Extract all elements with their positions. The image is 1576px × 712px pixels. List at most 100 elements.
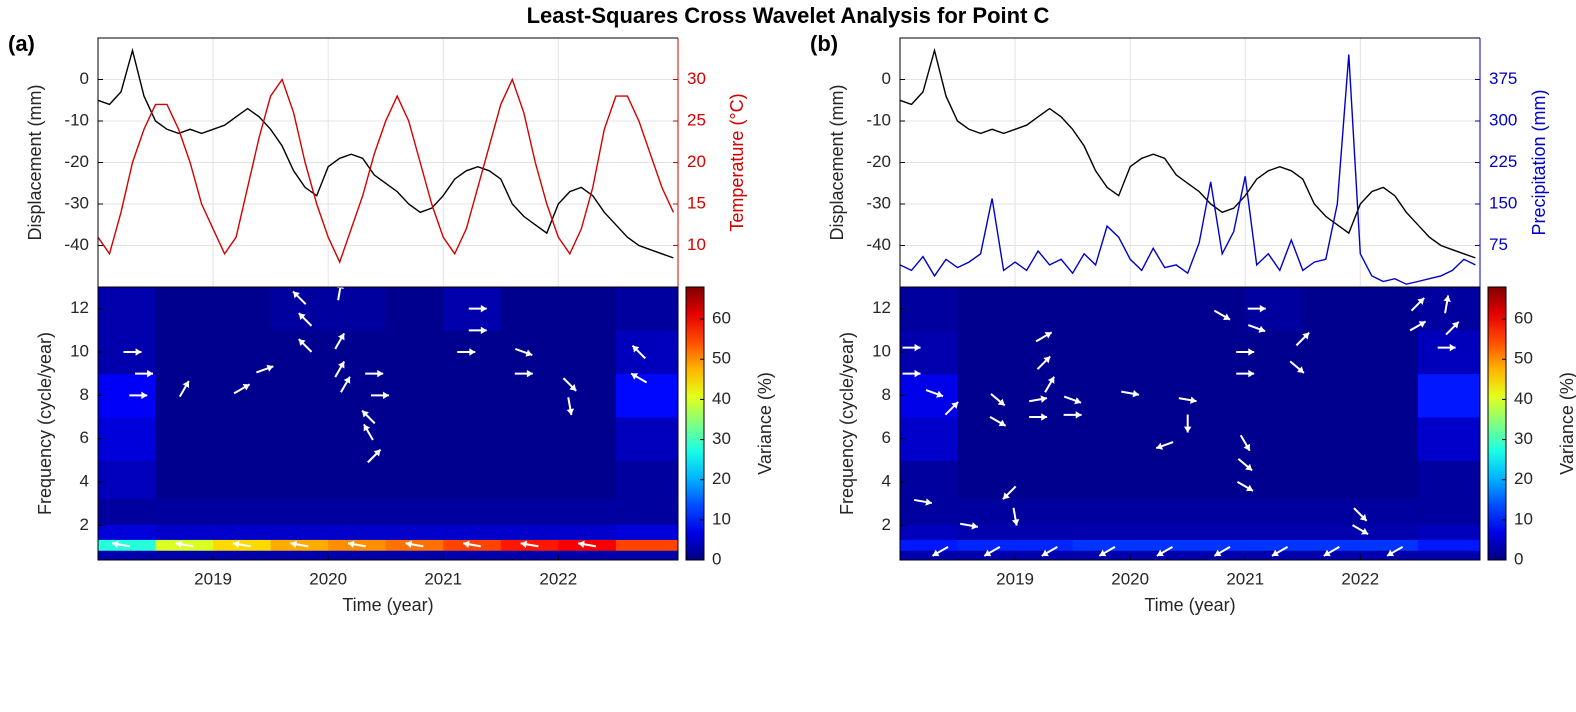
heat-cell bbox=[155, 417, 214, 461]
arrow-head bbox=[631, 373, 639, 380]
heat-cell bbox=[1360, 460, 1419, 499]
phase-arrow bbox=[514, 347, 533, 357]
arrow-head bbox=[337, 361, 345, 369]
heat-cell bbox=[98, 417, 157, 461]
phase-arrow bbox=[1386, 545, 1404, 557]
arrow-head bbox=[1041, 413, 1048, 421]
phase-arrow bbox=[902, 369, 921, 378]
heat-cell bbox=[615, 287, 679, 331]
heat-cell bbox=[1245, 373, 1304, 418]
arrow-head bbox=[290, 540, 297, 548]
heat-cell bbox=[900, 539, 959, 551]
phase-arrow bbox=[1183, 414, 1192, 433]
y-tick-label: 8 bbox=[882, 385, 891, 404]
phase-arrow bbox=[1041, 545, 1058, 557]
arrow-head bbox=[1296, 366, 1304, 373]
heat-cell bbox=[328, 524, 387, 540]
phase-arrow bbox=[468, 326, 487, 335]
colorbar-tick-label: 60 bbox=[1514, 309, 1533, 328]
x-tick-label: 2019 bbox=[194, 569, 232, 588]
arrow-head bbox=[266, 364, 274, 372]
y-tick-label: -20 bbox=[866, 152, 891, 171]
arrow-head bbox=[298, 313, 306, 320]
y-axis-title: Displacement (mm) bbox=[827, 84, 847, 240]
colorbar-title: Variance (%) bbox=[1557, 372, 1576, 475]
arrow-head bbox=[1099, 549, 1107, 557]
series-line bbox=[899, 54, 1476, 285]
heat-cell bbox=[98, 550, 157, 561]
heat-cell bbox=[1015, 417, 1074, 461]
y2-tick-label: 30 bbox=[687, 69, 706, 88]
y-tick-label: 12 bbox=[872, 298, 891, 317]
phase-arrow bbox=[1002, 485, 1017, 500]
y2-axis-title: Precipitation (mm) bbox=[1529, 89, 1549, 235]
arrow-head bbox=[1451, 321, 1459, 329]
arrow-head bbox=[1041, 549, 1049, 557]
phase-arrow bbox=[566, 397, 575, 416]
y-tick-label: -30 bbox=[64, 193, 89, 212]
axes-frame bbox=[899, 286, 1481, 561]
phase-arrow bbox=[1247, 304, 1266, 313]
heat-cell bbox=[558, 287, 617, 331]
y2-tick-label: 25 bbox=[687, 110, 706, 129]
arrow-head bbox=[1259, 304, 1266, 313]
phase-arrow bbox=[1178, 396, 1197, 404]
heat-cell bbox=[1360, 498, 1419, 525]
arrow-head bbox=[232, 540, 240, 548]
y-tick-label: 2 bbox=[882, 515, 891, 534]
arrow-head bbox=[293, 291, 300, 299]
heat-cell bbox=[155, 460, 214, 499]
heat-cell bbox=[213, 287, 272, 331]
arrow-head bbox=[914, 343, 921, 352]
heat-cell bbox=[443, 498, 502, 525]
heat-cell bbox=[1417, 498, 1481, 525]
phase-arrow bbox=[1443, 295, 1451, 314]
colorbar-tick-label: 30 bbox=[712, 429, 731, 448]
phase-arrow bbox=[944, 401, 959, 416]
x-tick-label: 2019 bbox=[996, 569, 1034, 588]
heat-cell bbox=[957, 539, 1016, 551]
heat-cell bbox=[1130, 417, 1189, 461]
colorbar-title: Variance (%) bbox=[755, 372, 775, 475]
series-line bbox=[97, 47, 674, 259]
colorbar-tick-label: 0 bbox=[712, 549, 721, 568]
x-tick-label: 2021 bbox=[1226, 569, 1264, 588]
y2-tick-label: 20 bbox=[687, 152, 706, 171]
arrow-head bbox=[1323, 549, 1331, 557]
phase-arrow bbox=[292, 290, 307, 305]
arrow-head bbox=[1302, 332, 1310, 340]
phase-arrow bbox=[1239, 434, 1251, 452]
heat-cell bbox=[328, 550, 387, 561]
arrow-head bbox=[1156, 549, 1164, 557]
arrow-head bbox=[1040, 395, 1047, 403]
heat-cell bbox=[155, 287, 214, 331]
heat-cell bbox=[1072, 373, 1131, 418]
phase-arrow bbox=[123, 348, 142, 356]
arrow-head bbox=[1359, 514, 1367, 521]
phase-arrow bbox=[129, 391, 148, 400]
arrow-head bbox=[925, 498, 932, 506]
colorbar-tick-label: 40 bbox=[1514, 389, 1533, 408]
arrow-head bbox=[1258, 325, 1266, 333]
phase-arrow bbox=[520, 540, 539, 548]
arrow-head bbox=[971, 522, 978, 530]
phase-arrow bbox=[340, 376, 351, 393]
arrow-head bbox=[1417, 297, 1425, 305]
heat-cell bbox=[443, 417, 502, 461]
y2-tick-label: 15 bbox=[687, 193, 706, 212]
heat-cell bbox=[155, 550, 214, 561]
heat-cell bbox=[1072, 498, 1131, 525]
heat-cell bbox=[1072, 417, 1131, 461]
x-axis-title: Time (year) bbox=[342, 595, 433, 615]
phase-arrow bbox=[990, 393, 1006, 407]
y-tick-label: -10 bbox=[64, 110, 89, 129]
arrow-head bbox=[936, 390, 943, 398]
x-tick-label: 2020 bbox=[309, 569, 347, 588]
heat-cell bbox=[385, 417, 444, 461]
arrow-head bbox=[141, 391, 148, 400]
heat-cell bbox=[1245, 524, 1304, 540]
arrow-head bbox=[405, 540, 413, 548]
heat-cell bbox=[1130, 330, 1189, 375]
phase-arrow bbox=[562, 377, 577, 392]
y-tick-label: 0 bbox=[80, 69, 89, 88]
